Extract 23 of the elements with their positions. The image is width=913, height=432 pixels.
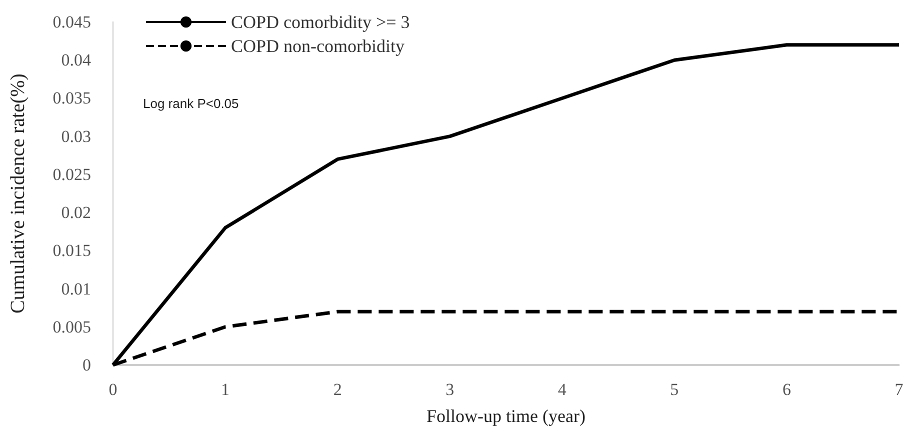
legend-label: COPD comorbidity >= 3 [231, 12, 410, 32]
x-tick-label: 6 [782, 380, 791, 399]
x-tick-label: 1 [221, 380, 230, 399]
x-tick-label: 4 [558, 380, 567, 399]
y-tick-label: 0.035 [52, 88, 91, 108]
y-tick-label: 0.025 [52, 164, 91, 184]
x-tick-label: 2 [333, 380, 342, 399]
y-tick-label: 0.015 [52, 241, 91, 260]
x-tick-label: 7 [894, 380, 904, 399]
x-axis-title: Follow-up time (year) [426, 406, 586, 426]
y-axis-title: Cumulative incidence rate(%) [7, 74, 29, 314]
y-tick-label: 0.005 [52, 317, 91, 336]
x-tick-label: 5 [670, 380, 679, 399]
y-tick-label: 0.03 [61, 126, 91, 146]
legend-label: COPD non-comorbidity [231, 36, 404, 56]
y-tick-label: 0.045 [52, 12, 91, 32]
x-tick-label: 3 [446, 380, 454, 399]
y-tick-label: 0.04 [61, 50, 92, 70]
y-tick-label: 0 [82, 356, 91, 374]
annotation: Log rank P<0.05 [143, 96, 239, 111]
y-tick-label: 0.02 [61, 203, 91, 222]
y-tick-label: 0.01 [61, 279, 91, 298]
x-tick-label: 0 [108, 380, 118, 399]
